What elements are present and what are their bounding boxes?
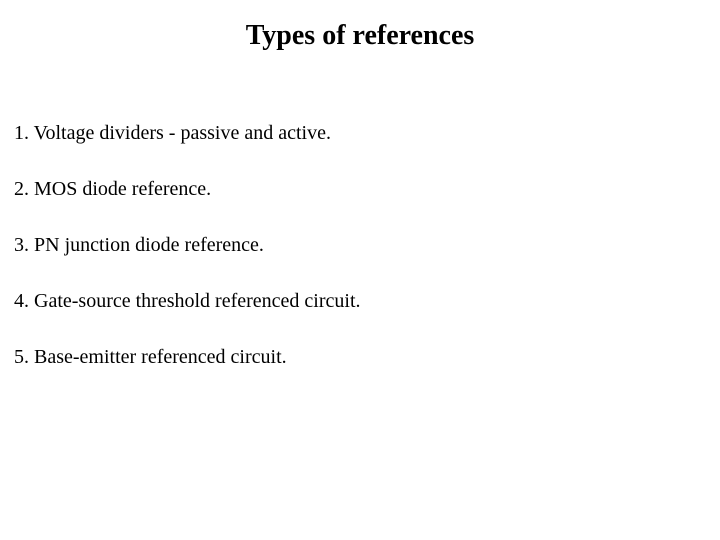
list-item: 3. PN junction diode reference. bbox=[14, 234, 264, 257]
list-item: 4. Gate-source threshold referenced circ… bbox=[14, 290, 361, 313]
list-item: 1. Voltage dividers - passive and active… bbox=[14, 122, 331, 145]
slide-title: Types of references bbox=[0, 20, 720, 52]
list-item: 5. Base-emitter referenced circuit. bbox=[14, 346, 287, 369]
list-item: 2. MOS diode reference. bbox=[14, 178, 211, 201]
